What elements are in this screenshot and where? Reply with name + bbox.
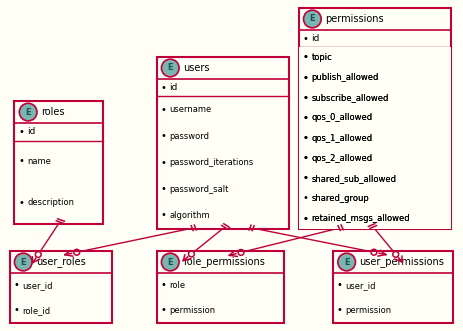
Text: •: •	[337, 280, 343, 290]
Text: roles: roles	[41, 107, 64, 117]
Text: •: •	[302, 194, 308, 204]
Text: publish_allowed: publish_allowed	[312, 73, 379, 82]
Text: role_permissions: role_permissions	[183, 257, 265, 267]
Text: •: •	[161, 211, 166, 220]
Text: role: role	[169, 281, 185, 290]
Text: qos_1_allowed: qos_1_allowed	[312, 134, 373, 143]
Text: •: •	[161, 280, 166, 290]
Text: shared_group: shared_group	[312, 194, 369, 203]
Text: subscribe_allowed: subscribe_allowed	[312, 93, 389, 102]
Text: •: •	[161, 305, 166, 315]
Text: E: E	[344, 258, 350, 266]
Text: user_id: user_id	[22, 281, 53, 290]
Text: •: •	[161, 158, 166, 167]
Text: description: description	[27, 199, 74, 208]
Text: •: •	[19, 156, 24, 166]
FancyBboxPatch shape	[299, 8, 450, 229]
Text: •: •	[302, 173, 308, 183]
Text: id: id	[169, 83, 178, 92]
Text: shared_group: shared_group	[312, 194, 369, 203]
FancyBboxPatch shape	[14, 101, 103, 224]
Text: retained_msgs_allowed: retained_msgs_allowed	[312, 214, 410, 223]
FancyBboxPatch shape	[333, 251, 453, 323]
Text: qos_1_allowed: qos_1_allowed	[312, 134, 373, 143]
Text: qos_2_allowed: qos_2_allowed	[312, 154, 373, 163]
Text: •: •	[302, 53, 308, 63]
FancyBboxPatch shape	[156, 57, 289, 229]
Text: •: •	[337, 305, 343, 315]
Text: id: id	[312, 34, 320, 43]
Text: •: •	[302, 213, 308, 224]
Text: •: •	[302, 53, 308, 63]
Text: •: •	[161, 184, 166, 194]
Text: password: password	[169, 132, 209, 141]
Ellipse shape	[19, 103, 37, 121]
Ellipse shape	[162, 59, 179, 77]
Text: •: •	[302, 113, 308, 123]
Text: •: •	[302, 153, 308, 163]
Text: username: username	[169, 105, 212, 114]
Text: •: •	[161, 131, 166, 141]
Text: topic: topic	[312, 53, 332, 62]
Text: •: •	[13, 305, 19, 315]
Text: •: •	[161, 105, 166, 115]
Text: permissions: permissions	[325, 14, 384, 24]
Text: retained_msgs_allowed: retained_msgs_allowed	[312, 214, 410, 223]
Text: publish_allowed: publish_allowed	[312, 73, 379, 82]
Text: •: •	[302, 93, 308, 103]
Text: E: E	[168, 258, 173, 266]
Text: •: •	[19, 198, 24, 208]
Text: algorithm: algorithm	[169, 211, 210, 220]
Text: •: •	[302, 133, 308, 143]
Text: shared_sub_allowed: shared_sub_allowed	[312, 174, 396, 183]
Bar	[299, 47, 450, 229]
Text: permission: permission	[169, 306, 215, 315]
Text: qos_0_allowed: qos_0_allowed	[312, 114, 373, 122]
Text: •: •	[302, 72, 308, 83]
Text: •: •	[19, 127, 24, 137]
Text: qos_0_allowed: qos_0_allowed	[312, 114, 373, 122]
Text: user_roles: user_roles	[36, 257, 86, 267]
Text: qos_2_allowed: qos_2_allowed	[312, 154, 373, 163]
Text: name: name	[27, 157, 51, 166]
Text: •: •	[302, 213, 308, 224]
Text: user_permissions: user_permissions	[359, 257, 444, 267]
Text: •: •	[302, 33, 308, 44]
Text: password_salt: password_salt	[169, 184, 229, 194]
FancyBboxPatch shape	[10, 251, 113, 323]
Text: topic: topic	[312, 53, 332, 62]
Text: •: •	[302, 173, 308, 183]
Text: •: •	[302, 113, 308, 123]
Ellipse shape	[14, 253, 32, 271]
Text: shared_sub_allowed: shared_sub_allowed	[312, 174, 396, 183]
Ellipse shape	[162, 253, 179, 271]
Text: password_iterations: password_iterations	[169, 158, 254, 167]
Text: id: id	[27, 127, 36, 136]
Text: E: E	[168, 64, 173, 72]
Text: permission: permission	[346, 306, 392, 315]
Text: •: •	[302, 93, 308, 103]
Text: •: •	[161, 83, 166, 93]
Ellipse shape	[304, 10, 321, 28]
Text: •: •	[13, 280, 19, 290]
Text: user_id: user_id	[346, 281, 376, 290]
Text: •: •	[302, 133, 308, 143]
Text: •: •	[302, 72, 308, 83]
Ellipse shape	[338, 253, 356, 271]
Text: •: •	[302, 153, 308, 163]
Text: E: E	[310, 15, 315, 24]
Text: users: users	[183, 63, 209, 73]
Text: E: E	[25, 108, 31, 117]
Text: subscribe_allowed: subscribe_allowed	[312, 93, 389, 102]
Text: role_id: role_id	[22, 306, 50, 315]
Text: E: E	[20, 258, 26, 266]
FancyBboxPatch shape	[156, 251, 284, 323]
